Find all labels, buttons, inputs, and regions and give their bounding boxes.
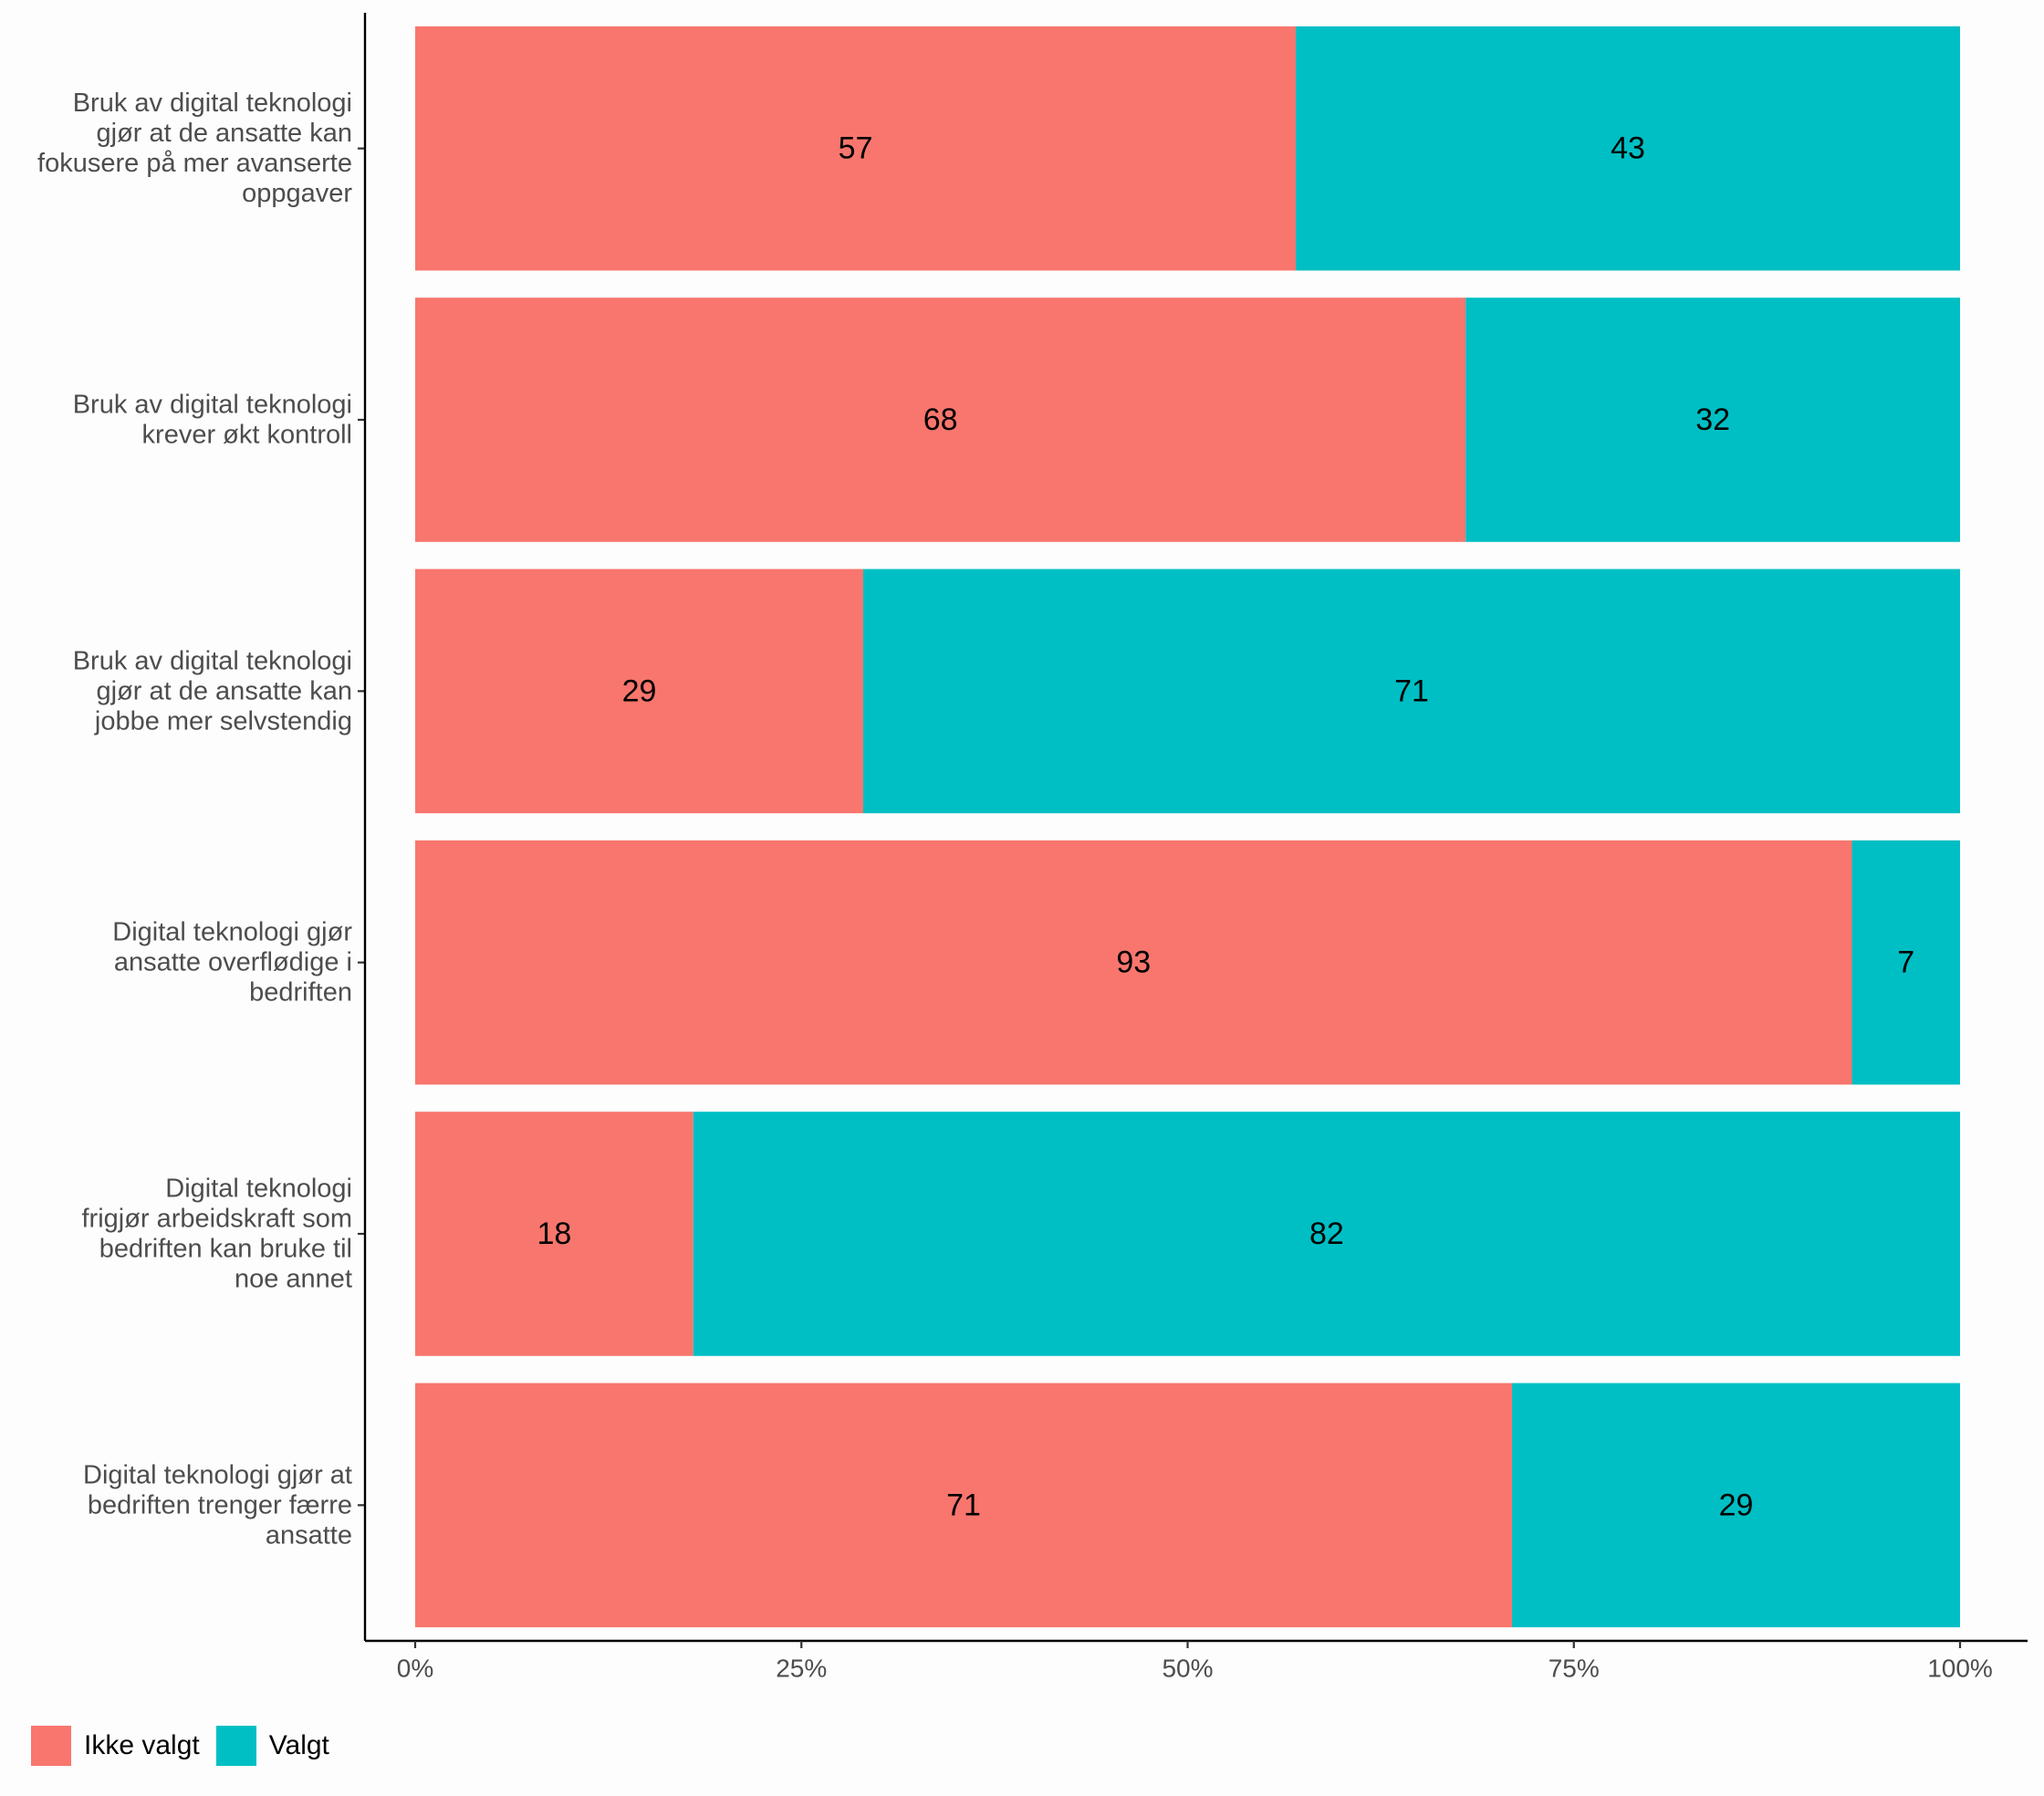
bar-segment-ikke-valgt	[415, 840, 1852, 1085]
bar-segment-ikke-valgt	[415, 298, 1466, 542]
bar-segment-valgt	[1512, 1383, 1960, 1628]
data-label: 18	[537, 1216, 571, 1251]
legend-item-valgt: Valgt	[215, 1726, 329, 1766]
bars-layer	[415, 26, 1960, 1628]
category-label: Digital teknologi gjør at bedriften treng…	[83, 1460, 352, 1550]
data-label: 68	[923, 402, 958, 437]
data-label: 29	[1719, 1488, 1754, 1522]
legend: Ikke valgt Valgt	[31, 1725, 346, 1767]
legend-label: Ikke valgt	[84, 1730, 200, 1760]
legend-label: Valgt	[268, 1730, 329, 1760]
bar-segment-ikke-valgt	[415, 1112, 694, 1356]
stacked-bar-chart: 57 43 68 32 29 71 93 7 18 82 71 29 Bruk av digital …	[37, 13, 2028, 1683]
category-label: Digital teknologi gjør ansatte overflødig…	[112, 918, 352, 1008]
category-label: Bruk av digital teknologi gjør at de ansa…	[37, 89, 352, 208]
x-tick-label: 25%	[776, 1655, 827, 1683]
data-label: 93	[1116, 945, 1151, 980]
data-label: 57	[839, 131, 873, 166]
bar-segment-valgt	[1851, 840, 1960, 1085]
category-label: Bruk av digital teknologi gjør at de ansa…	[73, 646, 352, 736]
data-label: 71	[1394, 674, 1429, 708]
data-label: 29	[622, 674, 657, 708]
bar-segment-valgt	[862, 569, 1960, 814]
category-label: Digital teknologi frigjør arbeidskraft so…	[81, 1175, 352, 1294]
legend-swatch	[215, 1726, 256, 1766]
category-label: Bruk av digital teknologi krever økt kont…	[73, 391, 352, 450]
data-label: 43	[1611, 131, 1645, 166]
data-label: 32	[1695, 402, 1730, 437]
data-label: 71	[946, 1488, 981, 1522]
x-tick-label: 100%	[1927, 1655, 1993, 1683]
bar-segment-valgt	[1465, 298, 1960, 542]
x-tick-label: 50%	[1162, 1655, 1213, 1683]
x-tick-label: 0%	[397, 1655, 433, 1683]
x-axis: 0% 25% 50% 75% 100%	[365, 1639, 2028, 1683]
legend-item-ikke-valgt: Ikke valgt	[31, 1726, 200, 1766]
data-label: 82	[1309, 1216, 1344, 1251]
data-labels-layer: 57 43 68 32 29 71 93 7 18 82 71 29	[537, 131, 1914, 1523]
x-tick-label: 75%	[1549, 1655, 1600, 1683]
bar-segment-ikke-valgt	[415, 26, 1297, 271]
bar-segment-valgt	[1296, 26, 1960, 271]
bar-segment-ikke-valgt	[415, 1383, 1513, 1628]
bar-segment-valgt	[693, 1112, 1960, 1356]
y-axis: Bruk av digital teknologi gjør at de ansa…	[37, 13, 367, 1641]
data-label: 7	[1897, 945, 1914, 980]
bar-segment-ikke-valgt	[415, 569, 863, 814]
legend-swatch	[31, 1726, 71, 1766]
